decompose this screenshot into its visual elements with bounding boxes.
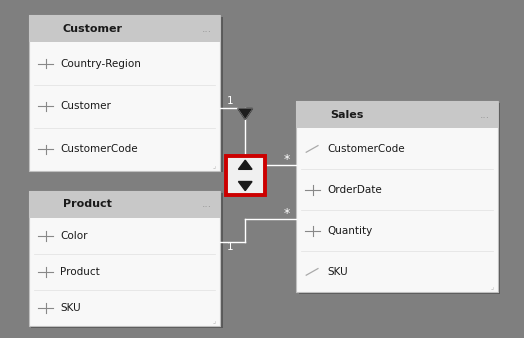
FancyBboxPatch shape: [29, 15, 220, 171]
Bar: [305, 226, 320, 236]
Bar: [38, 102, 53, 111]
Circle shape: [311, 271, 313, 273]
FancyBboxPatch shape: [296, 101, 498, 128]
Text: Sales: Sales: [330, 110, 364, 120]
Bar: [305, 185, 320, 195]
Text: ⌟: ⌟: [213, 163, 216, 169]
Circle shape: [311, 148, 313, 150]
Text: CustomerCode: CustomerCode: [328, 144, 405, 154]
Text: Color: Color: [60, 231, 88, 241]
Bar: [38, 23, 55, 34]
Bar: [38, 267, 53, 277]
Bar: [38, 231, 53, 241]
Text: Customer: Customer: [63, 24, 123, 34]
Text: 1: 1: [226, 96, 233, 106]
Bar: [305, 110, 322, 120]
Text: ...: ...: [202, 24, 212, 34]
Bar: [38, 199, 55, 210]
Polygon shape: [238, 182, 252, 191]
Text: ⌟: ⌟: [490, 285, 494, 291]
Text: Country-Region: Country-Region: [60, 59, 141, 69]
Polygon shape: [238, 160, 252, 169]
Text: Quantity: Quantity: [328, 226, 373, 236]
Text: *: *: [283, 207, 290, 220]
Text: Product: Product: [60, 267, 100, 277]
Text: ...: ...: [480, 110, 490, 120]
Text: CustomerCode: CustomerCode: [60, 144, 138, 154]
Bar: [38, 59, 53, 68]
Text: OrderDate: OrderDate: [328, 185, 382, 195]
Text: SKU: SKU: [60, 303, 81, 313]
FancyBboxPatch shape: [299, 103, 500, 294]
Text: Product: Product: [63, 199, 112, 210]
Bar: [38, 304, 53, 313]
Text: Customer: Customer: [60, 101, 111, 112]
Text: ⌟: ⌟: [213, 318, 216, 324]
FancyBboxPatch shape: [226, 156, 265, 195]
Bar: [38, 145, 53, 154]
Polygon shape: [238, 108, 253, 119]
FancyBboxPatch shape: [296, 101, 498, 292]
Text: ...: ...: [202, 199, 212, 210]
FancyBboxPatch shape: [29, 191, 220, 218]
FancyBboxPatch shape: [31, 193, 223, 328]
FancyBboxPatch shape: [31, 17, 223, 172]
Text: 1: 1: [226, 242, 233, 252]
Text: SKU: SKU: [328, 267, 348, 277]
Text: *: *: [283, 153, 290, 166]
FancyBboxPatch shape: [29, 15, 220, 42]
FancyBboxPatch shape: [29, 191, 220, 326]
